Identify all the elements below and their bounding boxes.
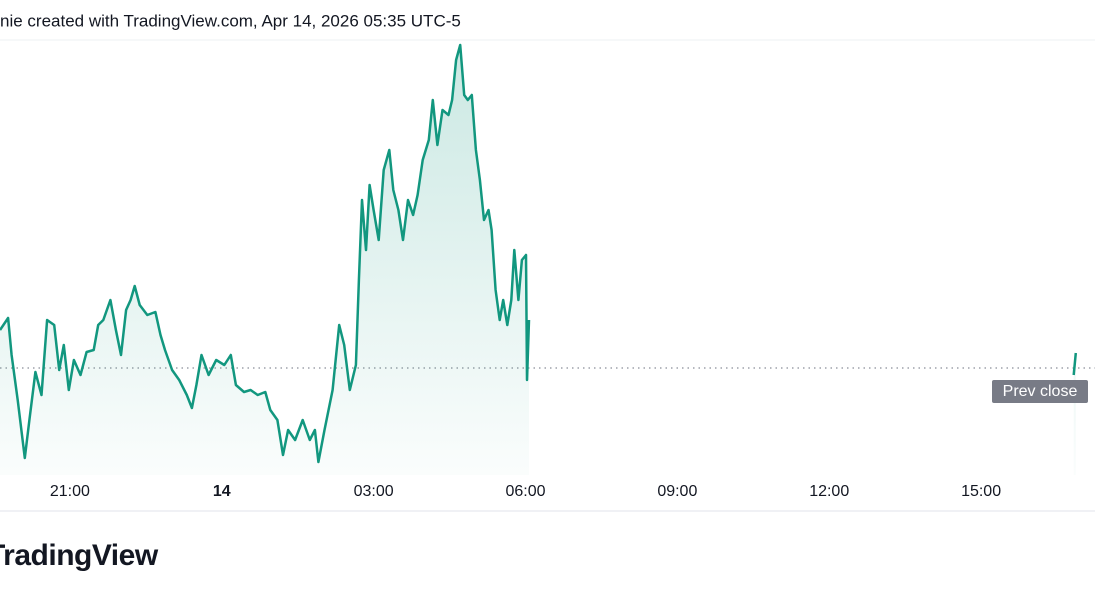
header: nie created with TradingView.com, Apr 14…	[0, 11, 461, 30]
x-tick-label: 14	[213, 483, 231, 500]
brand-logo: TradingView	[0, 539, 159, 572]
prev-close-label: Prev close	[1003, 383, 1078, 400]
x-tick-label: 06:00	[505, 483, 545, 500]
prev-close-badge: Prev close	[992, 380, 1088, 403]
x-tick-label: 15:00	[961, 483, 1001, 500]
x-tick-label: 09:00	[657, 483, 697, 500]
x-tick-label: 21:00	[50, 483, 90, 500]
x-tick-label: 12:00	[809, 483, 849, 500]
prev-close-box	[992, 380, 1088, 403]
x-tick-label: 03:00	[354, 483, 394, 500]
area-fill	[0, 45, 1076, 475]
price-line	[0, 43, 1078, 464]
